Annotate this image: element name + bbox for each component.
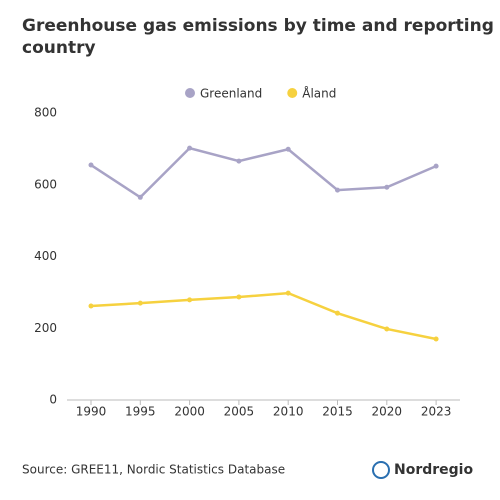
- point: [187, 145, 193, 151]
- x-tick-label: 2015: [322, 405, 353, 419]
- logo-icon: [372, 461, 390, 479]
- y-tick-label: 800: [34, 106, 57, 120]
- point: [335, 310, 340, 316]
- point: [88, 162, 94, 168]
- point: [236, 294, 242, 300]
- point: [285, 146, 291, 152]
- x-tick-label: 1990: [76, 405, 107, 419]
- y-tick-label: 400: [34, 249, 57, 263]
- legend-label: Åland: [302, 86, 336, 101]
- x-tick-label: 2005: [224, 405, 255, 419]
- point: [335, 187, 340, 193]
- point: [433, 163, 439, 169]
- legend-swatch: [185, 88, 195, 98]
- y-tick-label: 200: [34, 321, 57, 335]
- legend-label: Greenland: [200, 87, 262, 101]
- x-tick-label: 1995: [125, 405, 156, 419]
- point: [433, 336, 439, 342]
- point: [137, 194, 143, 200]
- logo: Nordregio: [372, 461, 473, 479]
- x-tick-label: 2010: [273, 405, 304, 419]
- point: [285, 290, 291, 296]
- series-line: [90, 146, 437, 199]
- x-tick-label: 2000: [174, 405, 205, 419]
- legend-swatch: [287, 88, 298, 98]
- point: [384, 326, 390, 332]
- point: [384, 184, 390, 190]
- point: [187, 297, 193, 303]
- x-tick-label: 2023: [421, 405, 452, 419]
- point: [236, 158, 242, 164]
- series-line: [90, 291, 437, 341]
- point: [88, 303, 94, 309]
- y-tick-label: 0: [49, 393, 57, 407]
- source: Source: GREE11, Nordic Statistics Databa…: [22, 463, 285, 477]
- brand: Nordregio: [394, 462, 473, 478]
- x-tick-label: 2020: [372, 405, 403, 419]
- point: [137, 300, 143, 306]
- chart-title: Greenhouse gas emissions by time and rep…: [22, 16, 494, 58]
- y-tick-label: 600: [34, 177, 57, 191]
